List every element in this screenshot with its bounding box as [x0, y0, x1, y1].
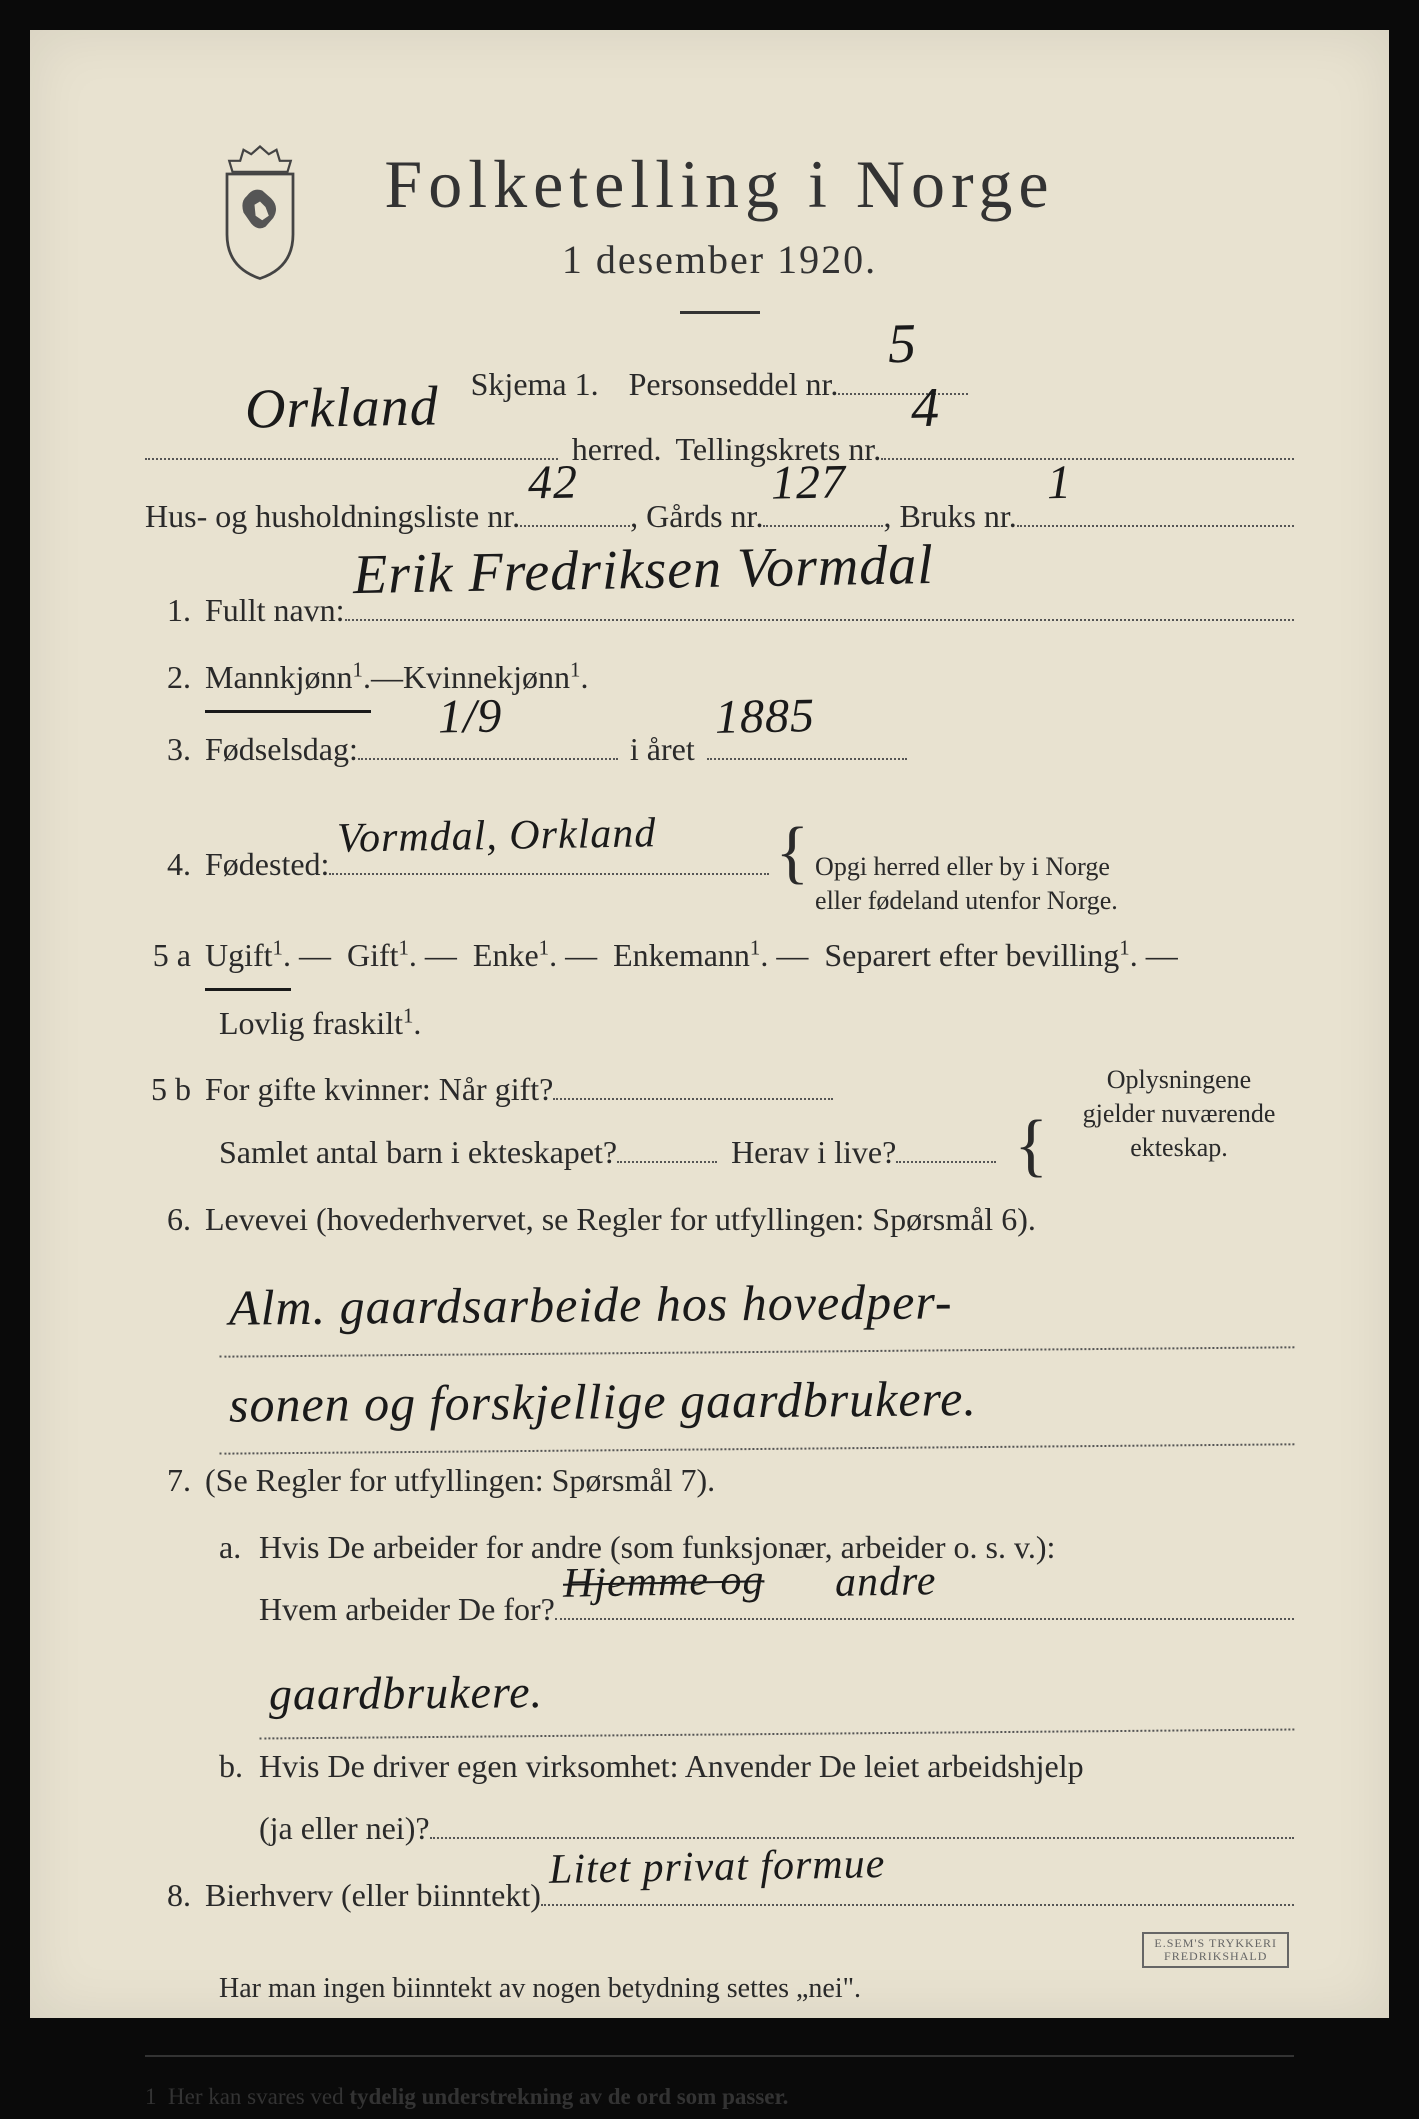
- q5b-num: 5 b: [145, 1059, 205, 1120]
- q5a-sep: Separert efter bevilling1.: [824, 925, 1137, 986]
- title-block: Folketelling i Norge 1 desember 1920.: [145, 145, 1294, 314]
- q7a-line3: gaardbrukere.: [145, 1646, 1294, 1735]
- page-subtitle: 1 desember 1920.: [145, 236, 1294, 283]
- q5a-enkem: Enkemann1.: [613, 925, 768, 986]
- q2-mann: Mannkjønn1.: [205, 647, 371, 713]
- personseddel-field: 5: [838, 393, 968, 395]
- q5a-num: 5 a: [145, 925, 205, 986]
- q4-field: Vormdal, Orkland: [329, 873, 769, 875]
- q7a-line2: Hvem arbeider De for? Hjemme og andre: [145, 1579, 1294, 1640]
- q7b-l1: Hvis De driver egen virksomhet: Anvender…: [259, 1736, 1084, 1797]
- q7a-value: andre: [834, 1542, 937, 1624]
- q3-label: Fødselsdag:: [205, 719, 358, 780]
- q4-line: 4. Fødested: Vormdal, Orkland { Opgi her…: [145, 786, 1294, 919]
- herred-value: Orkland: [244, 354, 439, 464]
- q5b-line2: Samlet antal barn i ekteskapet? Herav i …: [145, 1122, 1294, 1183]
- q2-sep: —: [371, 647, 403, 708]
- q1-field: Erik Fredriksen Vormdal: [345, 619, 1294, 621]
- q4-num: 4.: [145, 834, 205, 895]
- q3-mid: i året: [618, 719, 707, 780]
- q3-year: 1885: [714, 670, 816, 763]
- q1-value: Erik Fredriksen Vormdal: [352, 512, 935, 629]
- krets-field: 4: [881, 458, 1294, 460]
- q7a-l2: Hvem arbeider De for?: [259, 1579, 555, 1640]
- q8-label: Bierhverv (eller biinntekt): [205, 1865, 541, 1926]
- q5b-live-field: [896, 1161, 996, 1163]
- q5a-line1: 5 a Ugift1. — Gift1. — Enke1. — Enkemann…: [145, 925, 1294, 991]
- q7a-field: Hjemme og andre: [555, 1618, 1294, 1620]
- skjema-label-right: Personseddel nr.: [629, 354, 839, 415]
- skjema-label-left: Skjema 1.: [471, 354, 599, 415]
- q1-num: 1.: [145, 580, 205, 641]
- q7-label-line: 7. (Se Regler for utfyllingen: Spørsmål …: [145, 1450, 1294, 1511]
- q6-label: Levevei (hovederhvervet, se Regler for u…: [205, 1189, 1036, 1250]
- q6-label-line: 6. Levevei (hovederhvervet, se Regler fo…: [145, 1189, 1294, 1250]
- q1-label: Fullt navn:: [205, 580, 345, 641]
- q5a-enke: Enke1.: [473, 925, 557, 986]
- footnote: 1 Her kan svares ved tydelig understrekn…: [145, 2075, 1294, 2119]
- q5b-l1a: For gifte kvinner: Når gift?: [205, 1059, 553, 1120]
- q8-line: 8. Bierhverv (eller biinntekt) Litet pri…: [145, 1865, 1294, 1926]
- q5b-line1: 5 b For gifte kvinner: Når gift? { Oplys…: [145, 1059, 1294, 1120]
- coat-of-arms-icon: [205, 140, 315, 285]
- hus-value: 42: [527, 437, 579, 529]
- q5a-gift: Gift1.: [347, 925, 417, 986]
- page-title: Folketelling i Norge: [145, 145, 1294, 224]
- divider: [680, 311, 760, 314]
- footer-note: Har man ingen biinntekt av nogen betydni…: [145, 1962, 1294, 2015]
- footer-divider: [145, 2055, 1294, 2057]
- q5b-gift-field: [553, 1098, 833, 1100]
- q8-value: Litet privat formue: [548, 1825, 886, 1911]
- form-body: Skjema 1. Personseddel nr. 5 Orkland her…: [145, 354, 1294, 2119]
- q3-num: 3.: [145, 719, 205, 780]
- herred-line: Orkland herred. Tellingskrets nr. 4: [145, 419, 1294, 480]
- q5b-barn-field: [617, 1161, 717, 1163]
- q3-day: 1/9: [437, 670, 503, 762]
- q6-num: 6.: [145, 1189, 205, 1250]
- q5b-l2a: Samlet antal barn i ekteskapet?: [219, 1122, 617, 1183]
- herred-field: Orkland: [145, 458, 558, 460]
- q8-num: 8.: [145, 1865, 205, 1926]
- q3-day-field: 1/9: [358, 758, 618, 760]
- q7-num: 7.: [145, 1450, 205, 1511]
- q8-field: Litet privat formue: [541, 1904, 1294, 1906]
- census-form-page: Folketelling i Norge 1 desember 1920. Sk…: [30, 30, 1389, 2018]
- q5a-line2: Lovlig fraskilt1.: [145, 993, 1294, 1054]
- q7b-l2: (ja eller nei)?: [259, 1798, 430, 1859]
- printer-stamp: E.SEM'S TRYKKERI FREDRIKSHALD: [1142, 1932, 1289, 1968]
- q4-note: Opgi herred eller by i Norge eller fødel…: [815, 850, 1118, 918]
- q6-value-block: Alm. gaardsarbeide hos hovedper- sonen o…: [145, 1256, 1294, 1450]
- q2-num: 2.: [145, 647, 205, 708]
- bruk-value: 1: [1046, 437, 1073, 529]
- q3-line: 3. Fødselsdag: 1/9 i året 1885: [145, 719, 1294, 780]
- bruk-field: 1: [1017, 525, 1294, 527]
- q7a-num: a.: [219, 1517, 259, 1578]
- brace-icon: {: [775, 786, 809, 919]
- q3-year-field: 1885: [707, 758, 907, 760]
- q5a-fraskilt: Lovlig fraskilt1.: [219, 993, 421, 1054]
- q5b-l2b: Herav i live?: [717, 1122, 896, 1183]
- q6-value-l1: Alm. gaardsarbeide hos hovedper-: [219, 1251, 1295, 1357]
- krets-value: 4: [910, 355, 941, 462]
- q4-value: Vormdal, Orkland: [337, 794, 658, 879]
- q1-line: 1. Fullt navn: Erik Fredriksen Vormdal: [145, 580, 1294, 641]
- q4-label: Fødested:: [205, 834, 329, 895]
- q7b-line1: b. Hvis De driver egen virksomhet: Anven…: [145, 1736, 1294, 1797]
- q6-value-l2: sonen og forskjellige gaardbrukere.: [219, 1348, 1295, 1454]
- q7b-num: b.: [219, 1736, 259, 1797]
- q7a-value2: gaardbrukere.: [259, 1642, 1295, 1740]
- q5a-ugift: Ugift1.: [205, 925, 291, 991]
- q7-label: (Se Regler for utfyllingen: Spørsmål 7).: [205, 1450, 715, 1511]
